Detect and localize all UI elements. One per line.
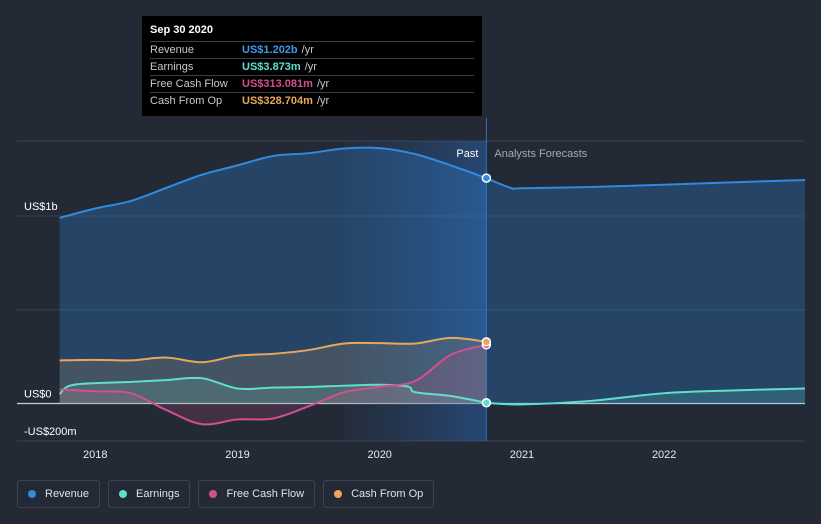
past-shade-region <box>344 118 487 441</box>
tooltip-row-earnings: Earnings US$3.873m /yr <box>150 58 474 75</box>
series-areas <box>59 147 805 425</box>
tooltip-panel: Sep 30 2020 Revenue US$1.202b /yr Earnin… <box>142 16 482 116</box>
tooltip-unit: /yr <box>316 95 330 107</box>
tooltip-unit: /yr <box>301 44 314 56</box>
line-free-cash-flow-past <box>59 343 487 426</box>
legend-label: Revenue <box>45 488 90 500</box>
area-free-cash-flow <box>59 344 487 425</box>
tooltip-unit: /yr <box>304 61 317 73</box>
series-lines <box>58 146 806 426</box>
tooltip-row-revenue: Revenue US$1.202b /yr <box>150 41 474 58</box>
x-tick-label: 2018 <box>83 449 107 461</box>
tooltip-unit: /yr <box>316 78 330 90</box>
x-tick-label: 2021 <box>510 449 534 461</box>
legend-label: Cash From Op <box>351 488 424 500</box>
tooltip-value: US$3.873m <box>242 61 301 73</box>
point-earnings <box>481 398 492 408</box>
x-tick-label: 2020 <box>367 449 391 461</box>
y-axis-label: US$0 <box>24 389 52 401</box>
tooltip-label: Cash From Op <box>150 95 223 107</box>
tooltip-label: Free Cash Flow <box>150 78 228 90</box>
series-points <box>481 173 492 408</box>
legend-item-free-cash-flow[interactable]: Free Cash Flow <box>198 480 316 508</box>
line-earnings-forecast <box>486 387 806 406</box>
y-axis-label: -US$200m <box>24 426 77 438</box>
x-tick-label: 2019 <box>225 449 249 461</box>
tooltip-value: US$1.202b <box>242 44 298 56</box>
past-label: Past <box>456 148 478 160</box>
legend-dot-icon <box>209 490 218 498</box>
line-cash-from-op-past <box>59 336 487 364</box>
tooltip-row-free-cash-flow: Free Cash Flow US$313.081m /yr <box>150 75 474 92</box>
forecast-label: Analysts Forecasts <box>494 148 587 160</box>
area-revenue <box>59 147 805 404</box>
tooltip-label: Revenue <box>150 44 195 56</box>
area-earnings <box>59 377 805 405</box>
legend-dot-icon <box>119 490 128 498</box>
tooltip-date: Sep 30 2020 <box>150 24 213 36</box>
tooltip-value: US$328.704m <box>242 95 313 107</box>
legend-label: Free Cash Flow <box>226 488 305 500</box>
line-earnings-past <box>58 376 487 404</box>
line-revenue-forecast <box>486 177 806 190</box>
legend-item-revenue[interactable]: Revenue <box>17 480 101 508</box>
axis-labels: US$1b US$0 -US$200m 2018 2019 2020 2021 2022 Pas… <box>24 148 676 461</box>
legend-item-cash-from-op[interactable]: Cash From Op <box>323 480 435 508</box>
past-shade <box>344 141 487 441</box>
chart-legend: Revenue Earnings Free Cash Flow Cash Fro… <box>17 480 435 508</box>
tooltip-value: US$313.081m <box>242 78 313 90</box>
point-revenue <box>481 173 492 183</box>
legend-item-earnings[interactable]: Earnings <box>108 480 191 508</box>
legend-dot-icon <box>28 490 36 498</box>
legend-label: Earnings <box>136 488 180 500</box>
tooltip-row-cash-from-op: Cash From Op US$328.704m /yr <box>150 92 474 109</box>
legend-dot-icon <box>334 490 343 498</box>
point-cash-from-op <box>481 337 492 347</box>
y-axis-label: US$1b <box>24 201 58 213</box>
tooltip-label: Earnings <box>150 61 194 73</box>
x-tick-label: 2022 <box>652 449 676 461</box>
line-revenue-past <box>59 146 487 219</box>
